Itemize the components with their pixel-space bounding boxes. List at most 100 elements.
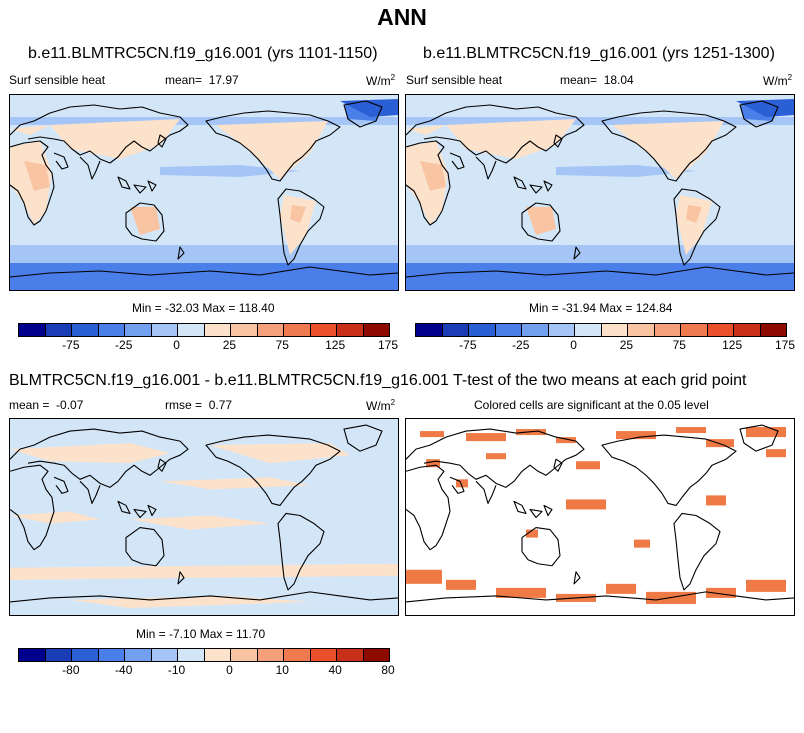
colorbar-tick-label: 75: [275, 338, 289, 352]
colorbar-swatch: [654, 324, 681, 336]
colorbar-swatch: [548, 324, 575, 336]
significant-cells: [406, 569, 442, 584]
sahara-warm: [24, 161, 50, 191]
significant-cells: [446, 579, 476, 590]
panel3-units: W/m2: [366, 398, 396, 413]
africa-warm: [10, 141, 52, 225]
positive-anomaly: [10, 511, 100, 524]
colorbar-swatch: [522, 324, 549, 336]
significant-cells: [634, 539, 650, 548]
panel1-mean: mean= 17.97: [165, 73, 239, 87]
colorbar-swatch: [231, 324, 258, 336]
panel1-variable: Surf sensible heat: [9, 73, 106, 87]
panel2-variable: Surf sensible heat: [406, 73, 503, 87]
colorbar-swatch: [310, 649, 337, 661]
colorbar-tick-label: -25: [115, 338, 133, 352]
panel4-title: T-test of the two means at each grid poi…: [453, 372, 747, 389]
colorbar-tick-label: 40: [328, 663, 342, 677]
significant-cells: [426, 459, 440, 468]
colorbar-swatch: [125, 649, 152, 661]
significant-cells: [456, 479, 468, 488]
coastlines: [406, 424, 794, 603]
north-america-warm: [216, 121, 328, 179]
significant-cells: [466, 433, 506, 442]
panel4-subtitle: Colored cells are significant at the 0.0…: [474, 398, 709, 412]
colorbar-tick-label: 25: [222, 338, 237, 352]
significant-cells: [746, 427, 786, 438]
panel2-mean: mean= 18.04: [560, 73, 634, 87]
colorbar-swatch: [337, 649, 364, 661]
panel1-minmax: Min = -32.03 Max = 118.40: [132, 301, 275, 315]
colorbar-swatch: [681, 324, 708, 336]
colorbar-tick-label: 175: [774, 338, 796, 352]
colorbar-tick-label: -75: [62, 338, 80, 352]
europe-warm: [406, 125, 446, 135]
eurasia-warm: [446, 119, 576, 159]
significant-cells: [706, 587, 736, 598]
colorbar-swatch: [734, 324, 761, 336]
colorbar-tick-label: -40: [115, 663, 133, 677]
panel3-map: [9, 418, 399, 616]
panel1-colorbar: [18, 323, 390, 337]
significant-cells: [676, 427, 706, 434]
north-pacific-band: [406, 117, 794, 125]
significant-cells: [496, 587, 546, 598]
south-america-warm: [676, 195, 712, 255]
colorbar-tick-label: 0: [226, 663, 233, 677]
significant-cells: [420, 431, 444, 438]
positive-anomaly: [160, 477, 310, 490]
colorbar-swatch: [363, 324, 389, 336]
significant-cells: [766, 449, 786, 458]
north-pacific-band: [10, 117, 398, 125]
colorbar-swatch: [628, 324, 655, 336]
southern-ocean-band: [10, 245, 398, 265]
colorbar-swatch: [98, 324, 125, 336]
north-america-warm: [612, 121, 724, 179]
colorbar-swatch: [98, 649, 125, 661]
colorbar-swatch: [178, 649, 205, 661]
coastlines: [10, 100, 398, 278]
antarctic-field: [10, 263, 398, 290]
colorbar-swatch: [257, 324, 284, 336]
panel1-units: W/m2: [366, 73, 396, 88]
colorbar-tick-label: 125: [722, 338, 743, 352]
colorbar-swatch: [231, 649, 258, 661]
colorbar-swatch: [151, 324, 178, 336]
europe-warm: [10, 125, 50, 135]
significant-cells: [576, 461, 600, 470]
south-america-hot: [290, 205, 306, 223]
colorbar-swatch: [575, 324, 602, 336]
colorbar-tick-label: 80: [381, 663, 395, 677]
colorbar-swatch: [257, 649, 284, 661]
colorbar-swatch: [19, 324, 46, 336]
panel3-mean: mean = -0.07: [9, 398, 84, 412]
colorbar-swatch: [45, 649, 72, 661]
colorbar-tick-label: -80: [62, 663, 80, 677]
significant-cells: [706, 439, 734, 448]
colorbar-tick-label: 25: [619, 338, 634, 352]
africa-warm: [406, 141, 448, 225]
colorbar-swatch: [204, 649, 231, 661]
coastlines: [10, 424, 398, 603]
significant-cells: [746, 579, 786, 592]
panel1-title: b.e11.BLMTRC5CN.f19_g16.001 (yrs 1101-11…: [28, 45, 378, 62]
colorbar-tick-label: 75: [672, 338, 686, 352]
positive-anomaly: [130, 515, 270, 530]
colorbar-tick-label: 10: [275, 663, 289, 677]
south-america-hot: [686, 205, 702, 223]
colorbar-swatch: [337, 324, 364, 336]
colorbar-tick-label: 125: [325, 338, 346, 352]
colorbar-swatch: [125, 324, 152, 336]
significant-cells: [486, 453, 506, 460]
significant-cells: [706, 495, 726, 506]
colorbar-swatch: [310, 324, 337, 336]
colorbar-swatch: [416, 324, 443, 336]
panel3-rmse: rmse = 0.77: [165, 398, 233, 412]
colorbar-tick-label: -75: [459, 338, 477, 352]
positive-anomaly: [10, 443, 170, 464]
colorbar-swatch: [204, 324, 231, 336]
panel3-minmax: Min = -7.10 Max = 11.70: [136, 627, 266, 641]
southern-ocean-band: [406, 245, 794, 265]
colorbar-swatch: [760, 324, 786, 336]
panel2-map: [405, 94, 795, 291]
